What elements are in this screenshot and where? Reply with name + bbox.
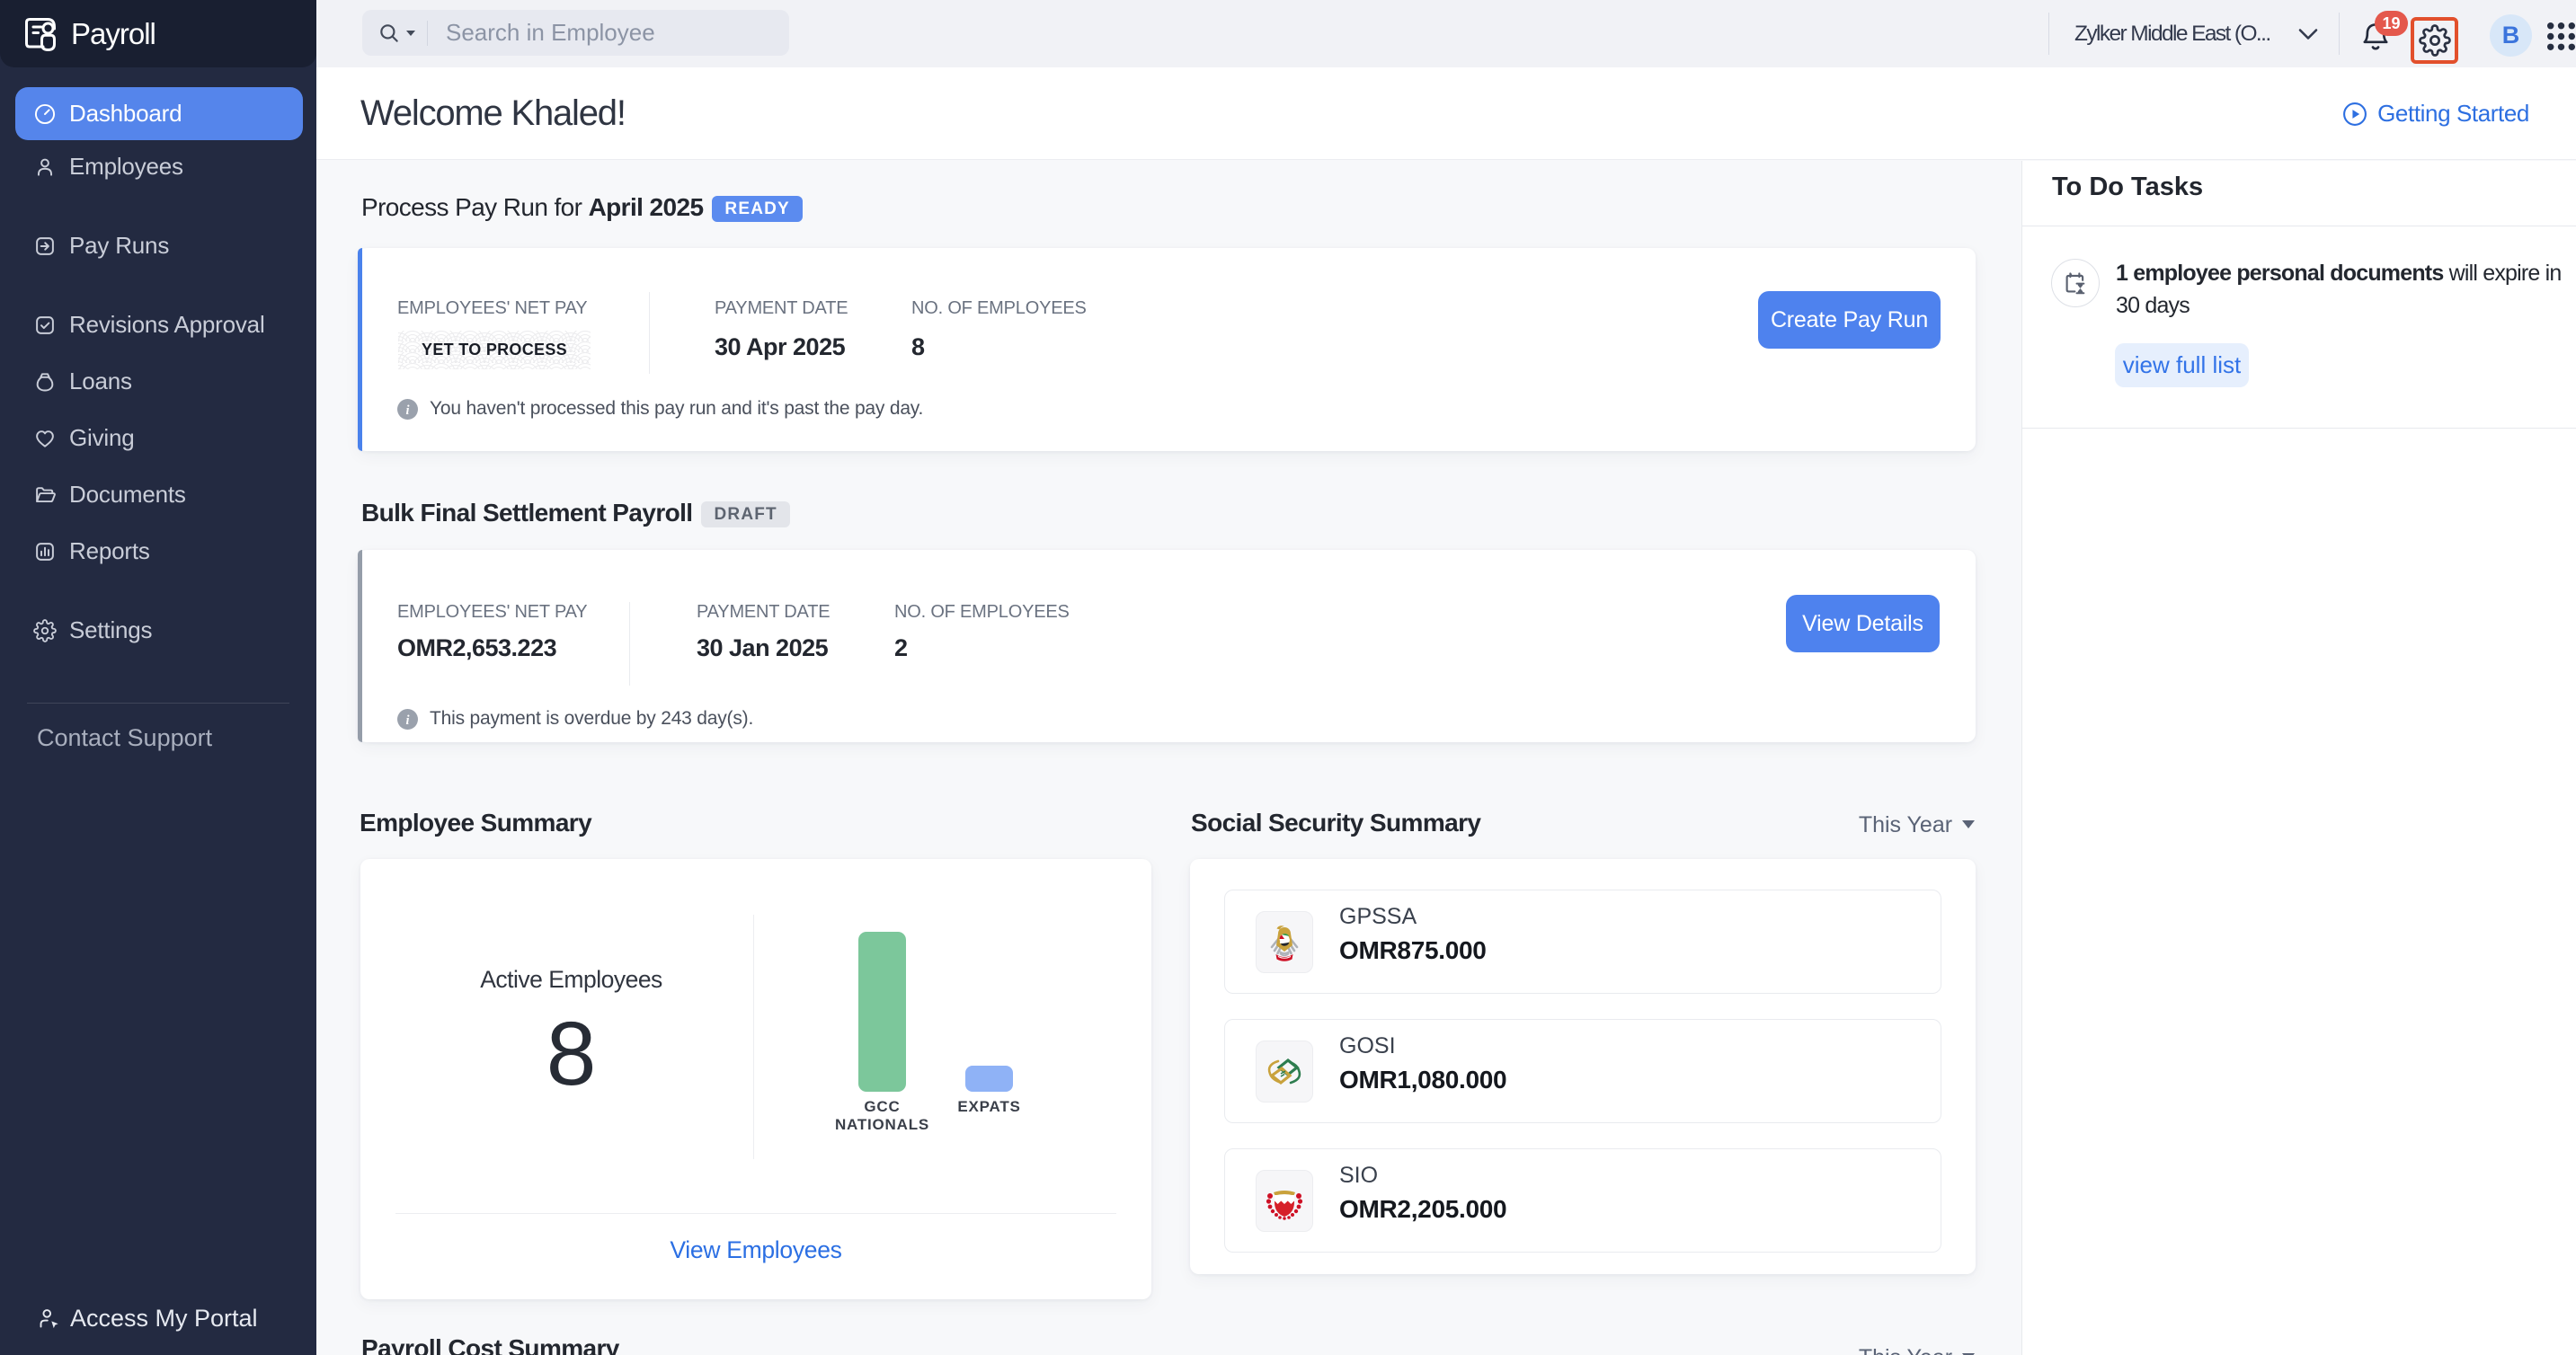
svg-text:i: i <box>406 713 410 727</box>
svg-text:i: i <box>406 403 410 417</box>
